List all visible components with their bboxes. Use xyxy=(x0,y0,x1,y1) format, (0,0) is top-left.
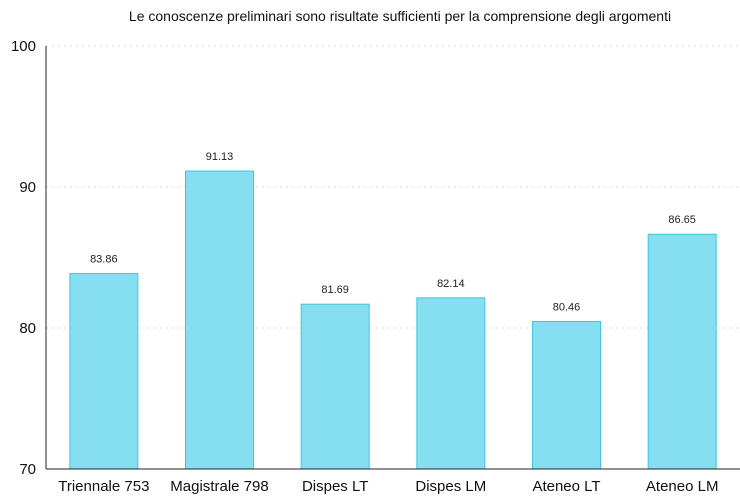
data-label: 86.65 xyxy=(668,214,696,226)
bar xyxy=(185,170,254,470)
bar xyxy=(647,233,717,470)
y-tick-label: 80 xyxy=(19,320,36,337)
y-tick-label: 70 xyxy=(19,461,36,478)
x-category-label: Dispes LM xyxy=(415,478,486,495)
bar xyxy=(416,297,486,470)
bar xyxy=(532,321,601,470)
data-label: 80.46 xyxy=(553,302,581,314)
x-category-label: Ateneo LT xyxy=(532,478,600,495)
data-labels: 83.86 91.13 81.69 82.14 80.46 86.65 xyxy=(90,151,696,313)
chart-title: Le conoscenze preliminari sono risultate… xyxy=(129,8,671,24)
y-tick-label: 90 xyxy=(19,179,36,196)
bars xyxy=(69,170,717,470)
y-axis-ticks: 70 80 90 100 xyxy=(11,38,36,478)
data-label: 82.14 xyxy=(437,278,465,290)
x-category-label: Dispes LT xyxy=(302,478,368,495)
x-axis-categories: Triennale 753 Magistrale 798 Dispes LT Disp… xyxy=(58,478,718,495)
x-category-label: Ateneo LM xyxy=(646,478,719,495)
x-category-label: Magistrale 798 xyxy=(170,478,268,495)
data-label: 91.13 xyxy=(206,151,234,163)
y-tick-label: 100 xyxy=(11,38,36,55)
bar xyxy=(69,273,139,470)
gridlines xyxy=(46,45,740,329)
bar xyxy=(300,303,370,470)
data-label: 83.86 xyxy=(90,254,118,266)
data-label: 81.69 xyxy=(321,284,349,296)
x-category-label: Triennale 753 xyxy=(58,478,149,495)
